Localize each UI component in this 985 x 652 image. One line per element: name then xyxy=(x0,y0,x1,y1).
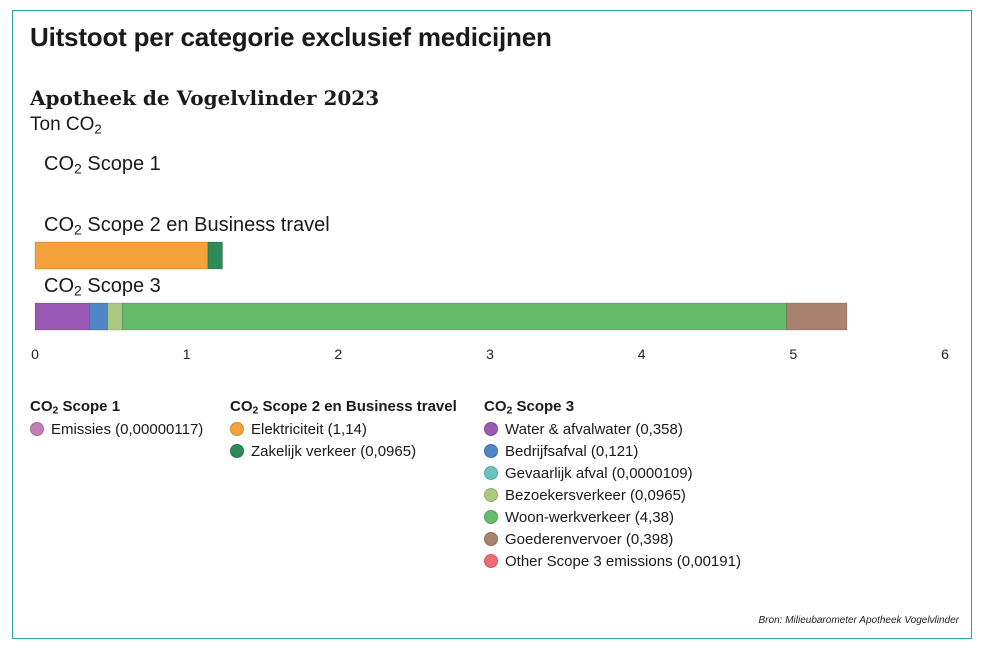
unit-prefix: Ton CO xyxy=(30,114,95,135)
legend-heading-suffix: Scope 2 en Business travel xyxy=(258,398,457,415)
legend-heading-sub: 2 xyxy=(52,404,59,417)
legend-label: Elektriciteit (1,14) xyxy=(251,420,367,438)
legend-label: Emissies (0,00000117) xyxy=(51,420,204,438)
legend-item: Other Scope 3 emissions (0,00191) xyxy=(484,550,741,572)
legend-label: Bezoekersverkeer (0,0965) xyxy=(505,486,686,504)
legend-item: Bezoekersverkeer (0,0965) xyxy=(484,484,741,506)
legend-item: Woon-werkverkeer (4,38) xyxy=(484,506,741,528)
category-label-suffix: Scope 3 xyxy=(81,275,161,297)
legend-swatch xyxy=(30,422,44,436)
legend-group-scope2: CO2 Scope 2 en Business travel Elektrici… xyxy=(230,398,457,462)
legend-item: Goederenvervoer (0,398) xyxy=(484,528,741,550)
legend-label: Woon-werkverkeer (4,38) xyxy=(505,508,674,526)
legend-items: Elektriciteit (1,14) Zakelijk verkeer (0,… xyxy=(230,418,457,462)
category-label-suffix: Scope 1 xyxy=(81,153,161,175)
legend-group-scope3: CO2 Scope 3 Water & afvalwater (0,358) Be… xyxy=(484,398,741,572)
legend-item: Elektriciteit (1,14) xyxy=(230,418,457,440)
chart-title: Uitstoot per categorie exclusief medicij… xyxy=(30,22,552,52)
category-label-scope2: CO2 Scope 2 en Business travel xyxy=(44,214,330,237)
legend-items: Emissies (0,00000117) xyxy=(30,418,203,440)
x-tick-label: 4 xyxy=(638,346,646,362)
x-tick-label: 0 xyxy=(31,346,39,362)
legend-label: Bedrijfsafval (0,121) xyxy=(505,442,639,460)
legend-items: Water & afvalwater (0,358) Bedrijfsafval … xyxy=(484,418,741,572)
legend-item: Emissies (0,00000117) xyxy=(30,418,203,440)
legend-heading-sub: 2 xyxy=(252,404,259,417)
legend-item: Gevaarlijk afval (0,0000109) xyxy=(484,462,741,484)
legend-item: Zakelijk verkeer (0,0965) xyxy=(230,440,457,462)
bar-segment xyxy=(207,241,223,270)
legend-swatch xyxy=(484,444,498,458)
legend-swatch xyxy=(484,466,498,480)
unit-label: Ton CO2 xyxy=(30,114,102,136)
x-tick-label: 5 xyxy=(789,346,797,362)
legend-heading-prefix: CO xyxy=(30,398,53,415)
category-label-suffix: Scope 2 en Business travel xyxy=(81,214,330,236)
legend-swatch xyxy=(230,444,244,458)
legend-swatch xyxy=(484,510,498,524)
category-label-prefix: CO xyxy=(44,214,74,236)
x-tick-label: 3 xyxy=(486,346,494,362)
bar-segment xyxy=(34,302,90,331)
category-label-scope3: CO2 Scope 3 xyxy=(44,275,161,298)
legend-heading-prefix: CO xyxy=(230,398,253,415)
legend-swatch xyxy=(484,532,498,546)
legend-label: Other Scope 3 emissions (0,00191) xyxy=(505,552,741,570)
legend-swatch xyxy=(484,554,498,568)
legend-heading-prefix: CO xyxy=(484,398,507,415)
legend-swatch xyxy=(484,422,498,436)
x-tick-label: 2 xyxy=(334,346,342,362)
bar-segment xyxy=(786,302,848,331)
legend-group-scope1: CO2 Scope 1 Emissies (0,00000117) xyxy=(30,398,203,440)
category-label-prefix: CO xyxy=(44,153,74,175)
category-label-sub: 2 xyxy=(74,221,82,238)
legend-heading-suffix: Scope 1 xyxy=(58,398,121,415)
legend-item: Water & afvalwater (0,358) xyxy=(484,418,741,440)
bar-segment xyxy=(88,302,108,331)
legend-heading: CO2 Scope 2 en Business travel xyxy=(230,398,457,417)
legend-label: Gevaarlijk afval (0,0000109) xyxy=(505,464,693,482)
bar-segment xyxy=(107,302,123,331)
legend-label: Goederenvervoer (0,398) xyxy=(505,530,674,548)
legend-label: Water & afvalwater (0,358) xyxy=(505,420,683,438)
category-label-prefix: CO xyxy=(44,275,74,297)
x-tick-label: 6 xyxy=(941,346,949,362)
bar-segment xyxy=(121,302,787,331)
category-label-sub: 2 xyxy=(74,160,82,177)
legend-swatch xyxy=(484,488,498,502)
legend-item: Bedrijfsafval (0,121) xyxy=(484,440,741,462)
legend-heading: CO2 Scope 3 xyxy=(484,398,741,417)
x-tick-label: 1 xyxy=(183,346,191,362)
category-label-scope1: CO2 Scope 1 xyxy=(44,153,161,176)
source-note: Bron: Milieubarometer Apotheek Vogelvlin… xyxy=(758,615,959,626)
unit-sub: 2 xyxy=(94,121,102,137)
legend-heading-suffix: Scope 3 xyxy=(512,398,575,415)
chart-frame xyxy=(12,10,972,639)
bar-segment xyxy=(34,241,209,270)
category-label-sub: 2 xyxy=(74,282,82,299)
legend-heading-sub: 2 xyxy=(506,404,513,417)
legend-heading: CO2 Scope 1 xyxy=(30,398,203,417)
legend-label: Zakelijk verkeer (0,0965) xyxy=(251,442,417,460)
legend-swatch xyxy=(230,422,244,436)
chart-subtitle: Apotheek de Vogelvlinder 2023 xyxy=(30,86,380,110)
